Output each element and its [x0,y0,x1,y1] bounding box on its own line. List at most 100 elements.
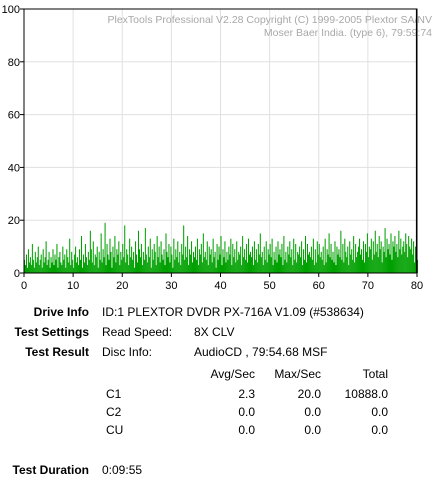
c1-bar [406,243,408,273]
y-axis-ticks: 0 20 40 60 80 100 [2,4,24,280]
row-c1-total: 10888.0 [344,387,388,401]
y-tick-label: 60 [8,110,20,122]
c1-bar [58,257,60,273]
c1-bar [140,243,142,273]
c1-bar [122,243,124,273]
c1-bar [118,241,120,273]
c1-bar [155,265,157,273]
c1-bar [187,236,189,273]
c1-bar [112,246,114,273]
c1-bar [45,241,47,273]
c1-bar [191,241,193,273]
c1-bar [232,243,234,273]
c1-bar [203,257,205,273]
x-tick-label: 50 [264,280,276,292]
c1-bar [394,236,396,273]
c1-bar [168,243,170,273]
c1-bar [109,238,111,273]
c1-bar [126,249,128,273]
c1-bar [27,249,29,273]
c1-bar [275,246,277,273]
c1-bar [336,246,338,273]
c1-bar [24,259,26,273]
c1-bar [204,251,206,273]
c1-bar [348,265,350,273]
c1-bar [142,251,144,273]
c1-bar [285,251,287,273]
c1-bar [212,238,214,273]
c1-bar [259,233,261,273]
c1-bar [377,257,379,273]
c1-bar [149,238,151,273]
c1-bar [291,249,293,273]
c1-bar [224,241,226,273]
c1-bar [37,246,39,273]
c1-bar [362,241,364,273]
c1-bar [250,257,252,273]
c1-bar [131,246,133,273]
c1-bar [373,254,375,273]
c1-bar [84,243,86,273]
c1-bar [315,262,317,273]
c1-bar [331,259,333,273]
c1-bar [245,259,247,273]
c1-bar [316,241,318,273]
c1-bar [39,259,41,273]
c1-bar [409,246,411,273]
c1-bar [190,254,192,273]
c1-bar [411,238,413,273]
c1-bar [51,262,53,273]
c1-bar [263,246,265,273]
c1-bar [280,257,282,273]
c1-bar [413,241,415,273]
c1-bar [172,267,174,273]
c1-bar [320,251,322,273]
c1-bar [177,241,179,273]
c1-bar [358,246,360,273]
c1-bar [340,230,342,273]
c1-bar [408,236,410,273]
c1-bar [209,254,211,273]
c1-bar [365,251,367,273]
c1-bar [380,241,382,273]
c1-bar [308,251,310,273]
c1-bar [338,249,340,273]
c1-bar [119,265,121,273]
row-c1-max: 20.0 [297,387,321,401]
c1-bar [309,257,311,273]
c1-bar [29,257,31,273]
c1-bar [335,265,337,273]
error-rate-chart: PlexTools Professional V2.28 Copyright (… [2,4,433,292]
c1-bar [150,267,152,273]
c1-bar [108,259,110,273]
c1-bar [324,238,326,273]
c1-bar [178,262,180,273]
row-c2-total: 0.0 [371,405,388,419]
c1-bar [47,259,49,273]
c1-bar [135,241,137,273]
c1-bar [134,267,136,273]
c1-bar [90,249,92,273]
c1-bar [141,265,143,273]
read-speed-label: Read Speed: [102,325,173,339]
c1-bar [167,257,169,273]
c1-bar [103,257,105,273]
c1-bar [400,238,402,273]
row-cu-total: 0.0 [371,423,388,437]
c1-bar [42,249,44,273]
c1-bar [311,259,313,273]
x-tick-label: 60 [313,280,325,292]
y-tick-label: 100 [2,4,20,16]
c1-bar [252,265,254,273]
c1-bar [219,254,221,273]
c1-bar [277,241,279,273]
c1-bar [282,265,284,273]
c1-bar [194,246,196,273]
c1-bar [158,246,160,273]
c1-bar [197,265,199,273]
c1-bar [213,257,215,273]
c1-bar [186,257,188,273]
c1-bar [236,241,238,273]
c1-bar [346,257,348,273]
c1-bar [260,257,262,273]
